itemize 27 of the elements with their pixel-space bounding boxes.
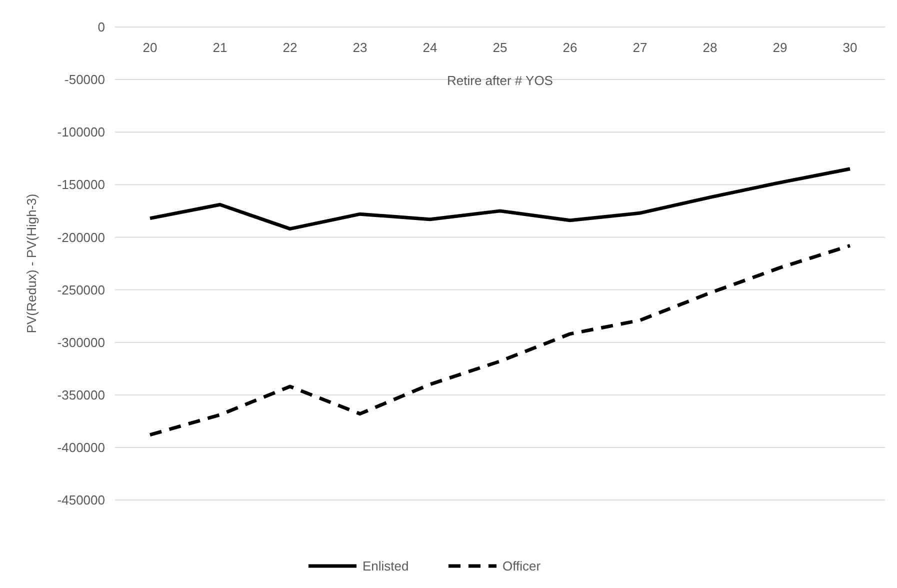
y-axis-title: PV(Redux) - PV(High-3) [24, 194, 39, 334]
x-tick-label: 22 [282, 40, 298, 55]
legend-label: Enlisted [362, 558, 409, 574]
y-tick-label: -400000 [57, 440, 105, 455]
x-tick-label: 26 [562, 40, 578, 55]
legend-label: Officer [502, 558, 542, 574]
x-tick-label: 20 [142, 40, 158, 55]
y-tick-label: -350000 [57, 387, 105, 402]
y-tick-label: -200000 [57, 230, 105, 245]
x-tick-label: 24 [422, 40, 438, 55]
y-tick-label: -450000 [57, 492, 105, 508]
line-series [148, 167, 852, 231]
x-tick-label: 25 [492, 40, 508, 55]
y-tick-label: -150000 [57, 177, 105, 192]
y-tick-label: -300000 [57, 334, 105, 350]
y-tick-label: -100000 [57, 124, 105, 140]
y-tick-label: -50000 [64, 72, 105, 88]
x-tick-label: 29 [772, 40, 788, 55]
line-series [148, 244, 852, 437]
y-tick-label: 0 [98, 20, 105, 35]
x-tick-label: 28 [702, 40, 718, 55]
x-tick-label: 30 [842, 40, 858, 55]
x-tick-label: 27 [632, 40, 648, 55]
x-tick-label: 23 [352, 40, 368, 55]
x-axis-title: Retire after # YOS [447, 73, 554, 88]
x-tick-label: 21 [212, 40, 228, 55]
y-tick-label: -250000 [57, 282, 105, 298]
